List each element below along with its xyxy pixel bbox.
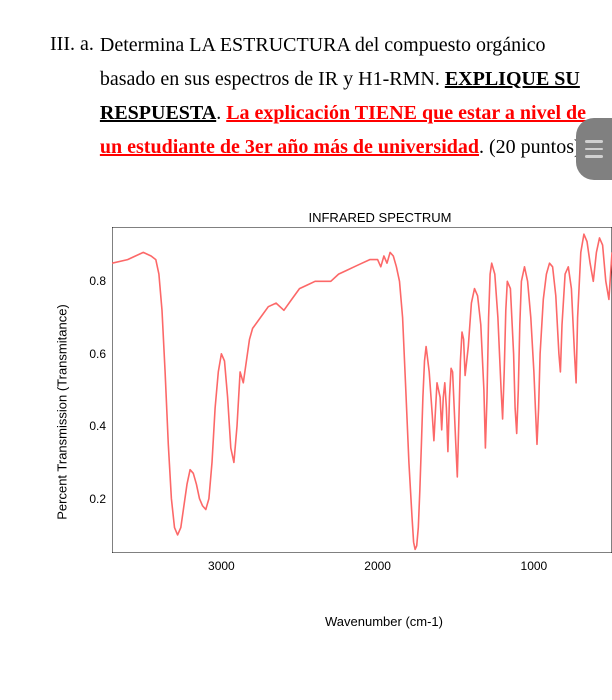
y-tick-label: 0.8 — [74, 274, 106, 288]
page-root: III. a. Determina LA ESTRUCTURA del comp… — [0, 0, 612, 700]
q-points: . (20 puntos) — [479, 136, 581, 158]
y-tick-label: 0.6 — [74, 347, 106, 361]
question-block: III. a. Determina LA ESTRUCTURA del comp… — [50, 28, 592, 164]
hamburger-icon — [585, 140, 603, 143]
y-axis-label: Percent Transmission (Transmitance) — [55, 304, 70, 520]
x-axis-label: Wavenumber (cm-1) — [325, 614, 443, 629]
x-tick-label: 1000 — [509, 559, 559, 573]
x-tick-label: 2000 — [353, 559, 403, 573]
side-menu-tab[interactable] — [576, 118, 612, 180]
hamburger-icon — [585, 148, 603, 151]
ir-spectrum-plot — [112, 227, 612, 553]
ir-chart-container: INFRARED SPECTRUM Percent Transmission (… — [50, 210, 592, 597]
question-body: Determina LA ESTRUCTURA del compuesto or… — [100, 28, 592, 164]
question-number: III. a. — [50, 28, 94, 164]
qnum-roman: III. — [50, 33, 75, 55]
chart-area: Percent Transmission (Transmitance) Wave… — [72, 227, 612, 597]
hamburger-icon — [585, 155, 603, 158]
y-tick-label: 0.4 — [74, 419, 106, 433]
x-tick-label: 3000 — [196, 559, 246, 573]
chart-title: INFRARED SPECTRUM — [130, 210, 612, 225]
qnum-sub: a. — [80, 33, 94, 55]
q-dot: . — [216, 102, 226, 124]
y-tick-label: 0.2 — [74, 492, 106, 506]
